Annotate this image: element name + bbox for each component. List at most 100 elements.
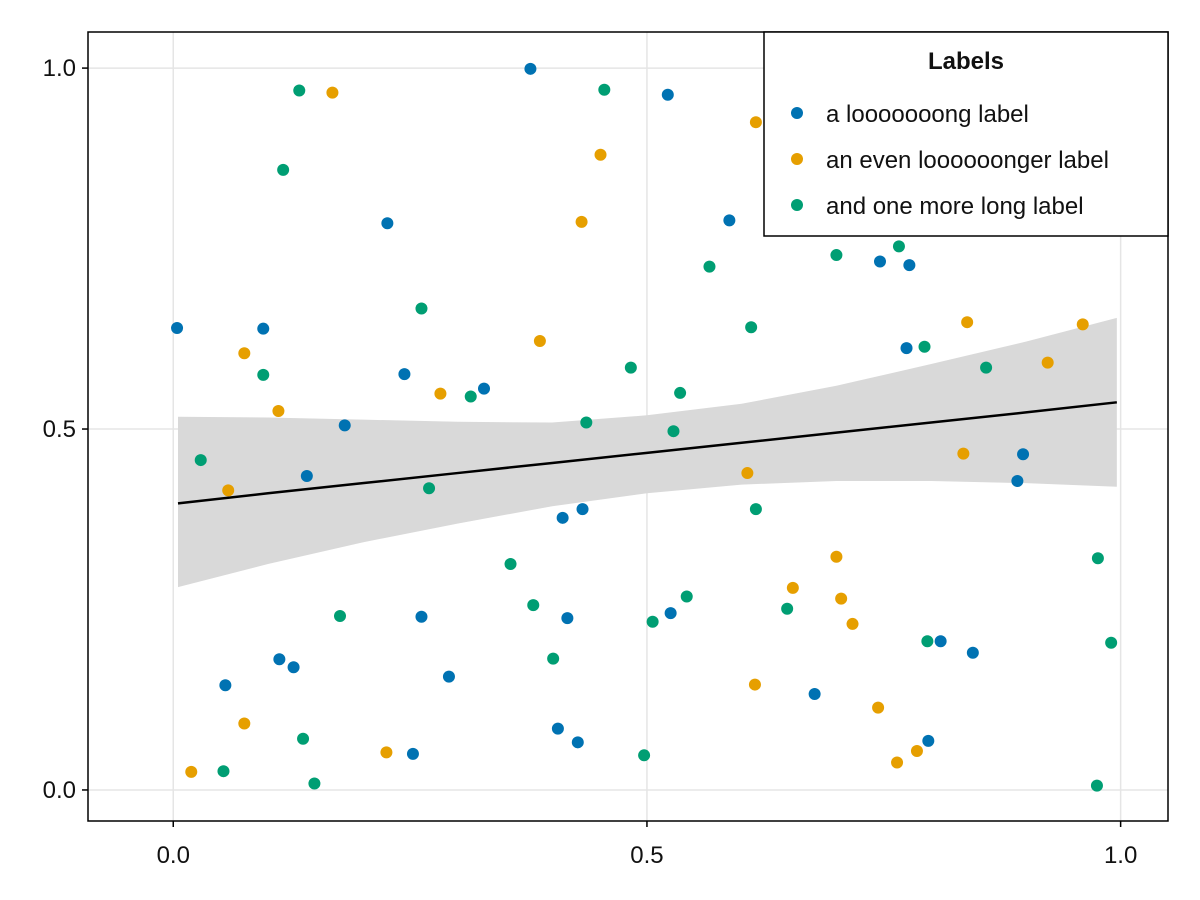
data-point <box>835 592 848 605</box>
data-point <box>571 736 584 749</box>
data-point <box>406 747 419 760</box>
data-point <box>892 240 905 253</box>
series-2 <box>185 86 1089 778</box>
data-point <box>830 550 843 563</box>
data-point <box>594 148 607 161</box>
data-point <box>903 259 916 272</box>
data-point <box>434 387 447 400</box>
series-3 <box>194 83 1118 792</box>
legend-label: an even loooooonger label <box>826 147 1109 174</box>
data-point <box>680 590 693 603</box>
data-point <box>273 653 286 666</box>
legend-marker <box>791 153 803 165</box>
data-point <box>846 617 859 630</box>
data-point <box>326 86 339 99</box>
data-point <box>872 701 885 714</box>
data-point <box>334 609 346 622</box>
data-point <box>748 678 761 691</box>
data-point <box>297 732 310 745</box>
legend: Labels a looooooong label an even loooooon… <box>763 31 1169 237</box>
data-point <box>749 116 762 129</box>
data-point <box>957 447 970 460</box>
axes: 0.0 0.5 1.0 0.0 0.5 1.0 <box>43 55 1138 869</box>
data-point <box>277 163 290 176</box>
data-point <box>287 661 300 674</box>
data-point <box>257 368 270 381</box>
data-point <box>533 334 546 347</box>
data-point <box>921 635 934 648</box>
plot-frame <box>87 31 1169 822</box>
data-point <box>575 215 588 228</box>
data-point <box>415 302 428 315</box>
x-tick-label: 1.0 <box>1104 842 1137 869</box>
data-point <box>338 419 351 432</box>
data-point <box>646 615 659 628</box>
data-point <box>1041 356 1054 369</box>
data-point <box>961 316 974 329</box>
data-point <box>723 214 736 227</box>
data-point <box>442 670 455 683</box>
data-point <box>464 390 477 403</box>
data-point <box>380 746 393 759</box>
data-point <box>918 340 931 353</box>
data-point <box>874 255 886 268</box>
data-point <box>667 425 680 438</box>
series-1 <box>171 62 1030 760</box>
data-point <box>556 511 569 524</box>
data-point <box>664 607 677 620</box>
x-tick-label: 0.0 <box>157 842 190 869</box>
regression-line <box>177 401 1117 505</box>
y-tick-label: 0.5 <box>43 416 76 443</box>
data-point <box>308 777 321 790</box>
data-point <box>900 342 913 355</box>
data-point <box>194 454 207 467</box>
legend-label: and one more long label <box>826 193 1084 220</box>
data-point <box>966 646 979 659</box>
legend-title: Labels <box>928 48 1004 75</box>
data-point <box>638 749 651 762</box>
data-point <box>293 84 306 97</box>
data-point <box>741 467 754 480</box>
data-point <box>524 62 537 75</box>
data-point <box>624 361 637 374</box>
data-point <box>547 652 560 665</box>
data-point <box>551 722 564 735</box>
data-points <box>171 62 1118 792</box>
legend-box <box>763 31 1169 237</box>
legend-label: a looooooong label <box>826 101 1029 128</box>
data-point <box>478 382 490 395</box>
data-point <box>922 734 935 747</box>
data-point <box>423 482 436 495</box>
data-point <box>749 503 762 516</box>
data-point <box>238 717 251 730</box>
data-point <box>980 361 993 374</box>
data-point <box>415 610 428 623</box>
data-point <box>781 602 794 615</box>
data-point <box>257 322 270 335</box>
data-point <box>171 321 184 334</box>
data-point <box>1076 318 1089 331</box>
data-point <box>786 581 799 594</box>
data-point <box>222 484 235 497</box>
data-point <box>576 503 589 516</box>
data-point <box>272 404 285 417</box>
data-point <box>504 558 517 571</box>
data-point <box>934 635 947 648</box>
data-point <box>1105 636 1118 649</box>
data-point <box>561 612 574 625</box>
data-point <box>910 744 923 757</box>
data-point <box>1017 448 1030 461</box>
data-point <box>830 249 843 262</box>
data-point <box>674 386 687 399</box>
data-point <box>808 687 821 700</box>
data-point <box>891 756 904 769</box>
legend-marker <box>791 107 803 119</box>
data-point <box>217 765 230 778</box>
regression-line-group <box>177 401 1117 505</box>
data-point <box>381 217 394 230</box>
data-point <box>527 599 540 612</box>
data-point <box>703 260 716 273</box>
y-tick-label: 0.0 <box>43 777 76 804</box>
data-point <box>238 347 251 360</box>
